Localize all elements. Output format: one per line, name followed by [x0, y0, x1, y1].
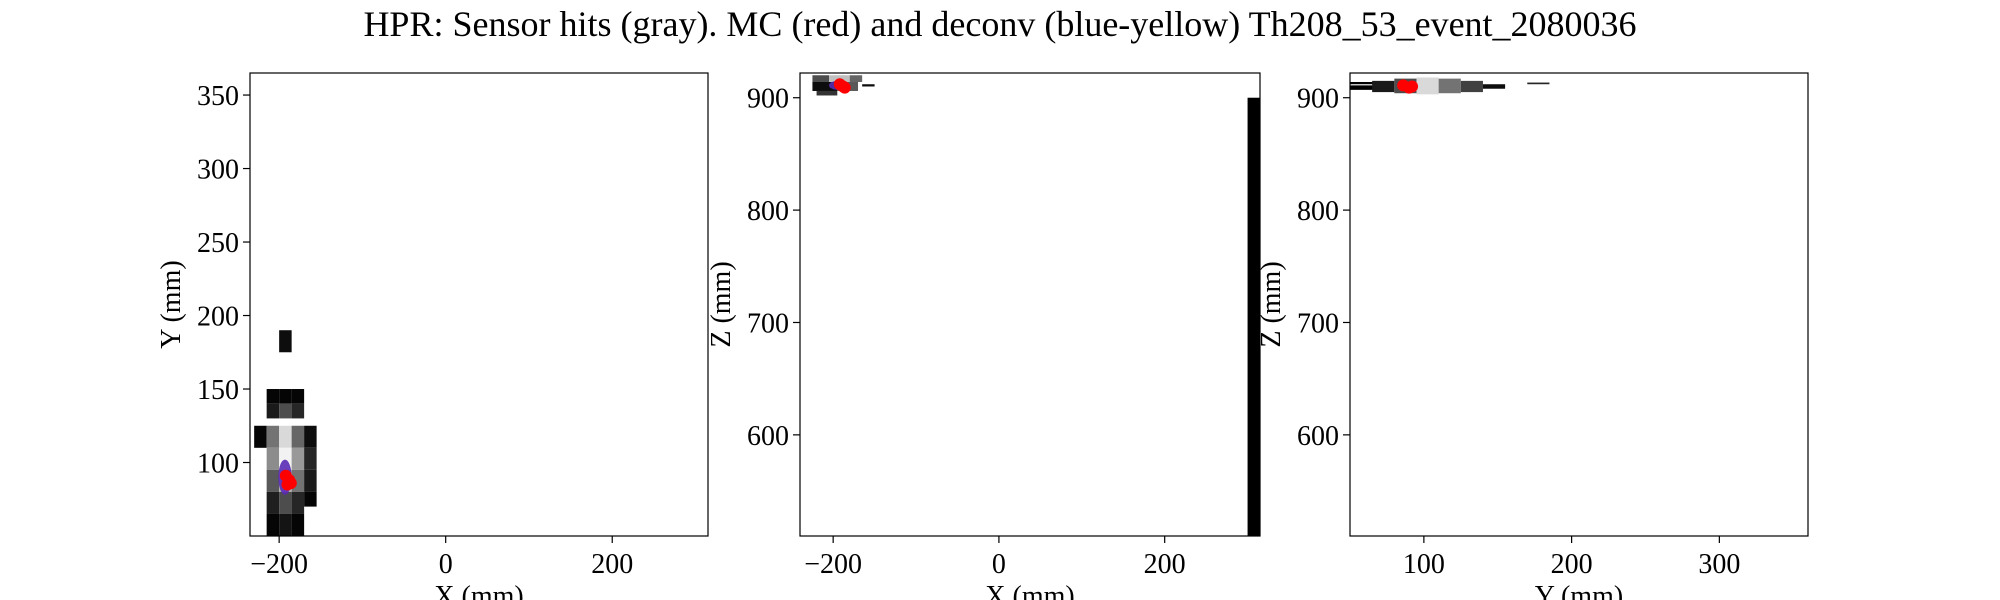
y-tick-label: 200	[197, 302, 239, 333]
sensor-hit-cell	[304, 425, 317, 448]
sensor-hit-cell	[279, 403, 292, 419]
x-tick-label: 0	[992, 549, 1006, 580]
sensor-hit-cell	[291, 491, 305, 514]
sensor-hit-cell	[1527, 82, 1550, 85]
sensor-hit-cell	[279, 491, 292, 514]
panel-xy-x-ticks: −200 0 200	[250, 536, 633, 580]
sensor-hit-cell	[254, 425, 267, 448]
panel-xz: −200 0 200 600 700 800 900 X (mm) Z (mm)	[706, 72, 1261, 600]
panel-xz-x-axis-label: X (mm)	[985, 581, 1074, 600]
y-tick-label: 700	[1297, 308, 1339, 339]
panel-xy: −200 0 200 100 150 200 250 300 350 X (mm) Y (mm…	[156, 72, 709, 600]
y-tick-label: 350	[197, 81, 239, 112]
panel-yz-x-axis-label: Y (mm)	[1535, 581, 1623, 600]
x-tick-label: 0	[439, 549, 453, 580]
x-tick-label: 200	[591, 549, 633, 580]
panel-xz-x-ticks: −200 0 200	[804, 536, 1186, 580]
sensor-hit-cell	[1416, 77, 1439, 95]
sensor-hit-cell	[266, 469, 280, 492]
sensor-hit-cell	[266, 389, 280, 404]
mc-point	[838, 81, 851, 94]
sensor-hit-cell	[291, 403, 305, 419]
y-tick-label: 700	[747, 308, 789, 339]
sensor-hit-cell	[266, 513, 280, 536]
sensor-hit-cell	[1438, 78, 1461, 94]
x-tick-label: 100	[1403, 549, 1445, 580]
panel-yz-marks	[1350, 77, 1550, 95]
sensor-hit-cell	[291, 513, 305, 536]
y-tick-label: 800	[747, 196, 789, 227]
sensor-hit-cell	[812, 75, 830, 82]
sensor-hit-cell	[304, 447, 317, 470]
panel-xy-x-axis-label: X (mm)	[434, 581, 523, 600]
figure-title: HPR: Sensor hits (gray). MC (red) and de…	[363, 4, 1637, 44]
mc-point	[1406, 80, 1419, 93]
y-tick-label: 100	[197, 449, 239, 480]
panel-xz-y-ticks: 600 700 800 900	[747, 84, 800, 452]
x-tick-label: 200	[1551, 549, 1593, 580]
sensor-hit-cell	[304, 469, 317, 492]
panel-yz-y-axis-label: Z (mm)	[1256, 261, 1287, 347]
sensor-hit-cell	[291, 447, 305, 470]
y-tick-label: 600	[1297, 421, 1339, 452]
panel-xy-marks	[254, 330, 317, 536]
x-tick-label: 300	[1698, 549, 1740, 580]
y-tick-label: 800	[1297, 196, 1339, 227]
sensor-hit-cell	[266, 425, 280, 448]
mc-point	[1397, 79, 1410, 92]
sensor-hit-cell	[816, 90, 838, 96]
sensor-hit-cell	[1350, 85, 1380, 90]
sensor-hit-cell	[279, 330, 292, 353]
sensor-hit-cell	[279, 425, 292, 448]
x-tick-label: −200	[250, 549, 308, 580]
sensor-hit-cell	[279, 389, 292, 404]
sensor-hit-cell	[291, 425, 305, 448]
y-tick-label: 250	[197, 228, 239, 259]
x-tick-label: 200	[1144, 549, 1186, 580]
panel-xy-y-axis-label: Y (mm)	[156, 260, 187, 348]
sensor-hit-cell	[1372, 80, 1395, 93]
y-tick-label: 900	[1297, 84, 1339, 115]
sensor-hit-cell	[1350, 81, 1380, 85]
sensor-hit-cell	[291, 389, 305, 404]
sensor-hit-cell	[266, 491, 280, 514]
sensor-hit-cell	[862, 84, 875, 87]
y-tick-label: 300	[197, 155, 239, 186]
panel-yz-frame	[1349, 72, 1809, 537]
panel-yz-x-ticks: 100 200 300	[1403, 536, 1740, 580]
y-tick-label: 600	[747, 421, 789, 452]
x-tick-label: −200	[804, 549, 862, 580]
y-tick-label: 900	[747, 84, 789, 115]
sensor-hit-cell	[812, 81, 838, 91]
panel-xz-y-axis-label: Z (mm)	[706, 261, 737, 347]
sensor-hit-cell	[1247, 97, 1260, 536]
sensor-hit-cell	[304, 491, 317, 507]
sensor-hit-cell	[279, 513, 292, 536]
panel-yz: 100 200 300 600 700 800 900 Y (mm) Z (mm)	[1256, 72, 1809, 600]
panel-xz-marks	[812, 75, 1260, 536]
sensor-hit-cell	[1460, 80, 1483, 93]
panel-xz-frame	[799, 72, 1261, 537]
mc-point	[281, 478, 294, 491]
panel-xy-frame	[249, 72, 709, 537]
panel-xy-y-ticks: 100 150 200 250 300 350	[197, 81, 250, 480]
y-tick-label: 150	[197, 375, 239, 406]
panel-yz-y-ticks: 600 700 800 900	[1297, 84, 1350, 452]
sensor-hit-cell	[1482, 84, 1506, 89]
sensor-hit-cell	[266, 447, 280, 470]
sensor-hit-cell	[849, 75, 863, 82]
sensor-hit-cell	[266, 403, 280, 419]
